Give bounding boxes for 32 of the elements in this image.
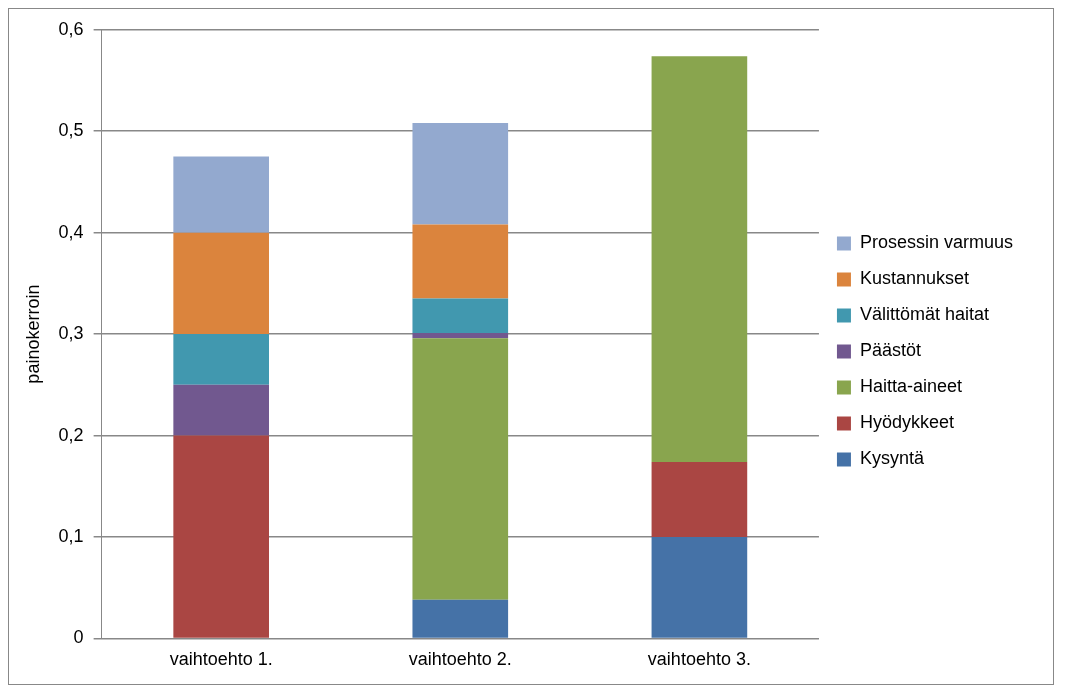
x-tick-label: vaihtoehto 2. <box>408 649 512 670</box>
bar <box>173 232 269 335</box>
bar <box>173 334 269 385</box>
y-tick-label: 0,6 <box>58 18 84 39</box>
bar <box>412 333 509 339</box>
bar <box>412 298 509 334</box>
bar <box>651 56 748 462</box>
x-tick-label: vaihtoehto 3. <box>647 649 751 670</box>
bar <box>173 384 269 436</box>
legend-label: Hyödykkeet <box>859 412 954 433</box>
bar <box>173 156 269 233</box>
y-tick-label: 0,3 <box>58 323 84 344</box>
legend-label: Haitta-aineet <box>859 376 963 397</box>
legend-label: Prosessin varmuus <box>859 232 1014 253</box>
y-tick-label: 0,5 <box>58 120 84 141</box>
y-tick-label: 0,4 <box>58 221 84 242</box>
bar <box>412 224 509 299</box>
legend-label: Päästöt <box>859 340 921 361</box>
y-tick-label: 0 <box>73 627 84 648</box>
legend-label: Kysyntä <box>859 448 925 469</box>
y-tick-label: 0,2 <box>58 424 84 445</box>
y-axis-title: painokerroin <box>22 284 43 384</box>
x-tick-label: vaihtoehto 1. <box>169 649 273 670</box>
legend-label: Välittömät haitat <box>859 304 990 325</box>
y-tick-label: 0,1 <box>58 525 84 546</box>
bar <box>412 599 509 638</box>
bar <box>651 461 748 537</box>
bar <box>173 435 269 638</box>
bar <box>651 536 748 638</box>
bar <box>412 338 509 600</box>
legend-label: Kustannukset <box>859 268 970 289</box>
bar <box>412 123 509 225</box>
